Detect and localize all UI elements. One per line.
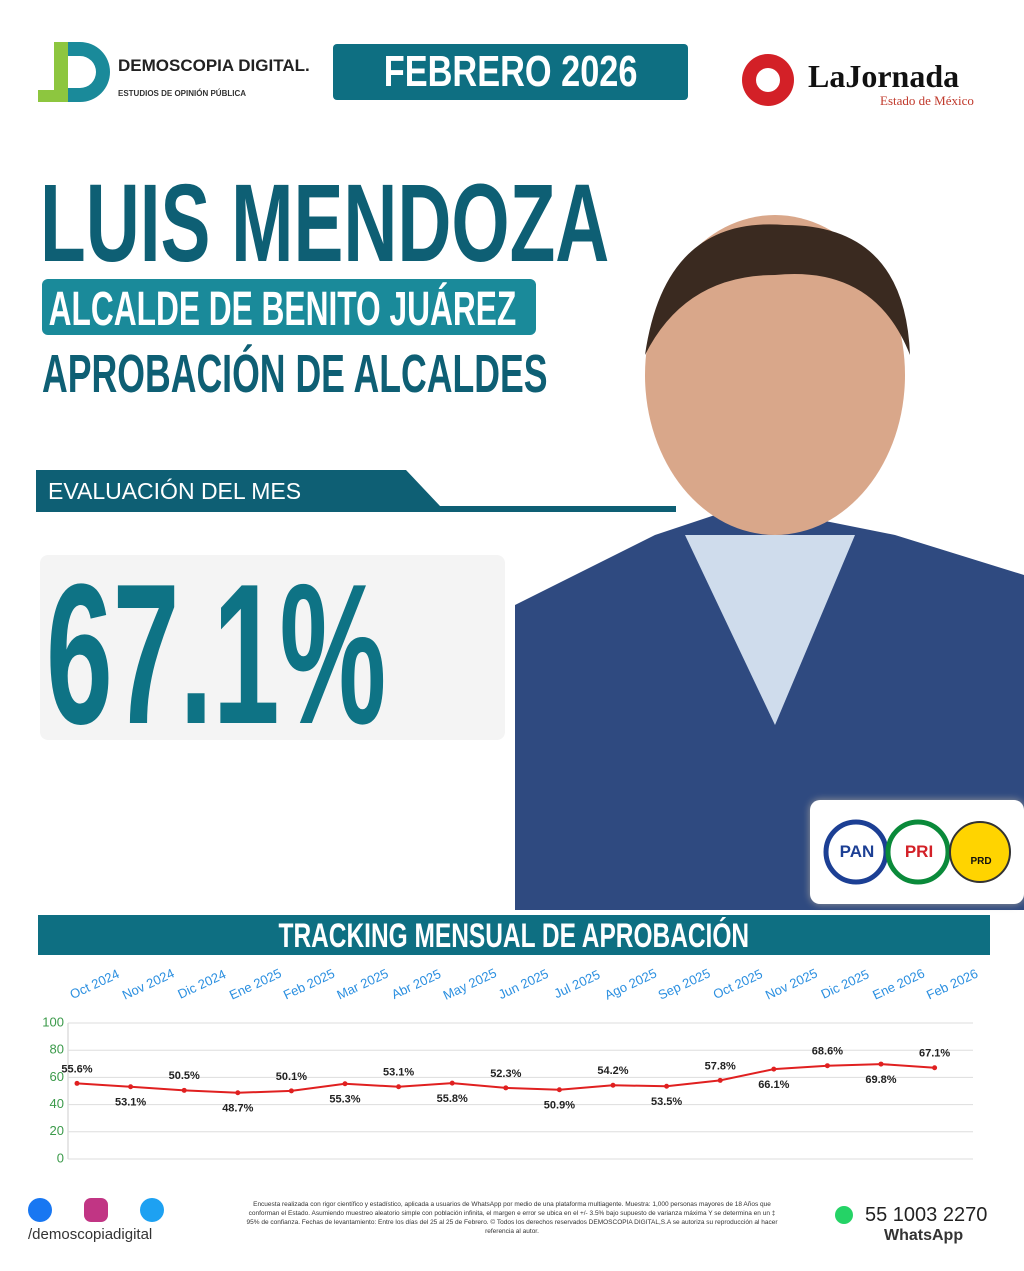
phone-label: WhatsApp [884, 1227, 964, 1244]
party: PRI [904, 842, 934, 861]
point [932, 1065, 938, 1071]
eval-box [40, 555, 505, 740]
social-icons [28, 1198, 164, 1222]
value-label: 55.8% [437, 1093, 468, 1105]
point [878, 1061, 884, 1067]
x-tick-label: Oct 2025 [711, 966, 765, 1002]
x-tick-label: Ene 2026 [870, 965, 927, 1002]
eval-label: EVALUACIÓN DEL MES [48, 478, 302, 504]
value-label: 57.8% [705, 1060, 736, 1072]
logo-icon [38, 42, 110, 102]
date-box: FEBRERO 2026 [333, 44, 688, 100]
eval-value: 67.1% [46, 543, 387, 766]
x-tick-label: Feb 2026 [924, 966, 980, 1003]
point [74, 1080, 80, 1086]
party: PAN [839, 842, 875, 861]
x-tick-label: Dic 2025 [819, 966, 872, 1001]
social: /demoscopiadigital [28, 1226, 153, 1243]
role-box: ALCALDE DE BENITO JUÁREZ [42, 279, 536, 335]
value-label: 69.8% [865, 1074, 896, 1086]
date: FEBRERO 2026 [383, 47, 638, 96]
x-tick-label: Jun 2025 [496, 966, 551, 1002]
x-tick-label: Oct 2024 [67, 966, 121, 1002]
party-logos [823, 819, 1011, 885]
survey: APROBACIÓN DE ALCALDES [42, 344, 548, 404]
value-label: 54.2% [597, 1065, 628, 1077]
whatsapp-icon [835, 1206, 853, 1224]
x-tick-label: Jul 2025 [552, 967, 603, 1001]
x-tick-label: Mar 2025 [334, 966, 390, 1003]
brand-sub: ESTUDIOS DE OPINIÓN PÚBLICA [118, 89, 247, 98]
phone: 55 1003 2270 [865, 1204, 988, 1226]
partner: LaJornada [808, 58, 960, 94]
point [449, 1080, 455, 1086]
y-tick-label: 0 [57, 1150, 64, 1165]
survey-wrap: APROBACIÓN DE ALCALDES [42, 343, 808, 405]
chart-title-bar: TRACKING MENSUAL DE APROBACIÓN [38, 915, 990, 955]
brand: DEMOSCOPIA DIGITAL. [118, 56, 310, 75]
party: PRD [970, 856, 992, 867]
eval-wrap: 67.1% [46, 540, 613, 770]
x-tick-label: Ago 2025 [602, 965, 659, 1002]
y-tick-label: 20 [50, 1123, 64, 1138]
name-wrap: LUIS MENDOZA [40, 160, 877, 287]
x-tick-label: Abr 2025 [389, 966, 443, 1002]
point [128, 1084, 134, 1090]
x-tick-label: Feb 2025 [281, 966, 337, 1003]
point [181, 1087, 187, 1093]
x-tick-label: Ene 2025 [227, 965, 284, 1002]
value-label: 53.5% [651, 1096, 682, 1108]
y-tick-label: 40 [50, 1096, 64, 1111]
point [503, 1085, 509, 1091]
value-label: 55.3% [329, 1094, 360, 1106]
x-tick-label: Nov 2024 [120, 965, 177, 1002]
y-tick-label: 80 [50, 1042, 64, 1057]
point [342, 1081, 348, 1087]
y-tick-label: 100 [42, 1014, 64, 1029]
point [664, 1083, 670, 1089]
partner-icon [742, 54, 794, 106]
point [556, 1087, 562, 1093]
value-label: 50.9% [544, 1100, 575, 1112]
value-label: 67.1% [919, 1048, 950, 1060]
eval-bar [36, 470, 676, 512]
partner-sub: Estado de México [880, 93, 974, 108]
point [610, 1082, 616, 1088]
x-tick-label: May 2025 [441, 965, 499, 1003]
x-tick-label: Dic 2024 [175, 966, 228, 1001]
value-label: 50.5% [169, 1070, 200, 1082]
value-label: 66.1% [758, 1079, 789, 1091]
x-tick-label: Nov 2025 [763, 965, 820, 1002]
value-label: 53.1% [115, 1097, 146, 1109]
role: ALCALDE DE BENITO JUÁREZ [48, 283, 517, 335]
point [235, 1090, 241, 1096]
point [771, 1066, 777, 1072]
value-label: 68.6% [812, 1046, 843, 1058]
value-label: 48.7% [222, 1103, 253, 1115]
value-label: 53.1% [383, 1067, 414, 1079]
point [396, 1084, 402, 1090]
value-label: 52.3% [490, 1068, 521, 1080]
point [717, 1077, 723, 1083]
y-tick-label: 60 [50, 1069, 64, 1084]
point [288, 1088, 294, 1094]
chart-title: TRACKING MENSUAL DE APROBACIÓN [278, 917, 750, 955]
value-label: 55.6% [61, 1063, 92, 1075]
value-label: 50.1% [276, 1071, 307, 1083]
name: LUIS MENDOZA [40, 162, 610, 285]
x-tick-label: Sep 2025 [656, 965, 713, 1002]
point [824, 1063, 830, 1069]
disclaimer: Encuesta realizada con rigor científico … [246, 1201, 778, 1235]
